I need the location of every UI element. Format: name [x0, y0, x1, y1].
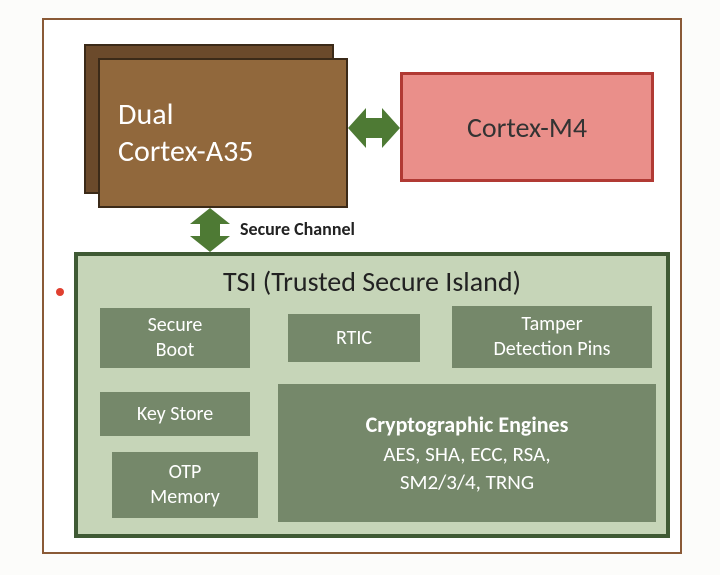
diagram-canvas: Dual Cortex-A35 Cortex-M4 Secure Channel…	[0, 0, 720, 575]
otp-memory-block: OTP Memory	[112, 452, 258, 518]
otp-line2: Memory	[150, 485, 220, 510]
bidirectional-arrow-horizontal-icon	[348, 108, 400, 148]
key-store-block: Key Store	[100, 392, 250, 436]
tamper-line2: Detection Pins	[493, 337, 610, 362]
secure-boot-line2: Boot	[156, 338, 195, 363]
cortex-a35-block: Dual Cortex-A35	[98, 58, 348, 208]
tamper-block: Tamper Detection Pins	[452, 306, 652, 368]
key-store-label: Key Store	[137, 402, 213, 427]
pointer-dot-icon	[56, 288, 64, 296]
secure-boot-line1: Secure	[148, 313, 203, 338]
tamper-line1: Tamper	[521, 312, 582, 337]
otp-line1: OTP	[169, 460, 202, 485]
cortex-a35-label-line2: Cortex-A35	[118, 133, 254, 171]
cortex-m4-label: Cortex-M4	[467, 110, 587, 145]
secure-boot-block: Secure Boot	[100, 308, 250, 368]
rtic-label: RTIC	[336, 326, 372, 351]
rtic-block: RTIC	[288, 314, 420, 362]
crypto-line2: SM2/3/4, TRNG	[400, 468, 534, 496]
crypto-title: Cryptographic Engines	[366, 410, 569, 440]
bidirectional-arrow-vertical-icon	[190, 208, 230, 252]
secure-channel-label: Secure Channel	[240, 218, 355, 240]
cortex-a35-label-line1: Dual	[118, 96, 173, 134]
crypto-engines-block: Cryptographic Engines AES, SHA, ECC, RSA…	[278, 384, 656, 522]
crypto-line1: AES, SHA, ECC, RSA,	[383, 440, 550, 468]
cortex-m4-block: Cortex-M4	[400, 72, 654, 182]
tsi-title: TSI (Trusted Secure Island)	[74, 264, 670, 299]
